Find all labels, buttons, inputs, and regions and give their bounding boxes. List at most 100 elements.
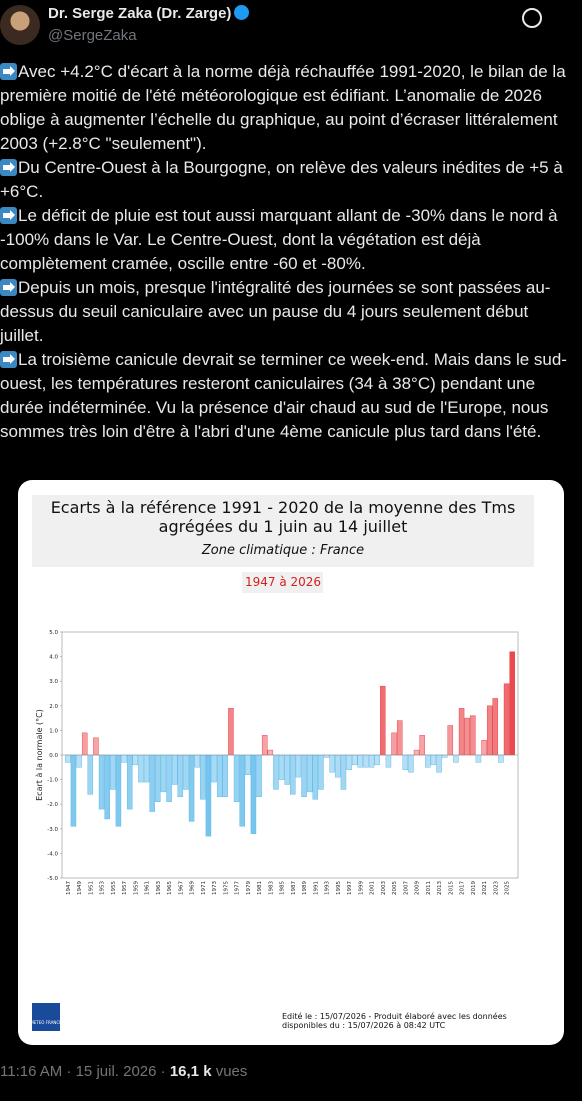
- chart-subtitle: Zone climatique : France: [201, 543, 364, 558]
- x-tick-label: 1997: [347, 881, 353, 895]
- tweet-meta: 11:16 AM · 15 juil. 2026 · 16,1 k vues: [0, 1063, 247, 1080]
- chart-title: agrégées du 1 juin au 14 juillet: [159, 517, 408, 536]
- tweet-text: Avec +4.2°C d'écart à la norme déjà réch…: [0, 60, 572, 444]
- x-tick-label: 2023: [493, 881, 499, 895]
- x-tick-label: 2007: [403, 881, 409, 895]
- bar: [110, 754, 116, 790]
- bar: [425, 754, 431, 768]
- paragraph-text: Depuis un mois, presque l'intégralité de…: [0, 278, 551, 345]
- x-tick-label: 1981: [257, 881, 263, 895]
- title-box: [32, 495, 534, 567]
- x-tick-label: 2003: [381, 881, 387, 895]
- x-tick-label: 1957: [122, 881, 128, 895]
- x-tick-label: 1965: [167, 881, 173, 895]
- chart: Ecarts à la référence 1991 - 2020 de la …: [30, 495, 534, 1031]
- bar: [498, 754, 504, 763]
- author-name-text[interactable]: Dr. Serge Zaka (Dr. Zarge): [48, 5, 232, 22]
- arrow-emoji: [0, 63, 17, 80]
- bar: [261, 735, 268, 756]
- x-tick-label: 1971: [201, 881, 207, 895]
- bar: [318, 754, 324, 790]
- bar: [470, 715, 476, 756]
- bar: [166, 754, 172, 802]
- bar: [509, 651, 515, 756]
- bar: [436, 754, 442, 773]
- logo: [32, 1003, 60, 1031]
- footer-text: Edité le : 15/07/2026 - Produit élaboré …: [282, 1011, 507, 1021]
- bar: [183, 754, 189, 790]
- bar: [458, 708, 465, 756]
- bar: [357, 754, 364, 768]
- tweet-image[interactable]: Ecarts à la référence 1991 - 2020 de la …: [18, 480, 564, 1045]
- bar: [351, 754, 358, 766]
- bar: [138, 754, 144, 783]
- x-tick-label: 2005: [392, 881, 398, 895]
- x-tick-label: 1973: [212, 881, 218, 895]
- bar: [413, 749, 420, 756]
- bar: [126, 754, 133, 810]
- period: 1947 à 2026: [245, 575, 321, 589]
- x-tick-label: 1995: [336, 881, 342, 895]
- paragraph: Le déficit de pluie est tout aussi marqu…: [0, 204, 572, 276]
- timestamp[interactable]: 11:16 AM · 15 juil. 2026 ·: [0, 1063, 166, 1080]
- x-tick-label: 2013: [437, 881, 443, 895]
- author-handle[interactable]: @SergeZaka: [48, 27, 137, 44]
- bar: [70, 754, 77, 827]
- bar: [335, 754, 341, 778]
- bar: [363, 754, 369, 768]
- x-tick-label: 2015: [448, 881, 454, 895]
- bar: [475, 754, 482, 763]
- logo-text: METEO FRANCE: [30, 1020, 62, 1025]
- x-tick-label: 2025: [505, 881, 511, 895]
- bar: [256, 754, 262, 798]
- paragraph-text: Avec +4.2°C d'écart à la norme déjà réch…: [0, 62, 566, 153]
- bar: [155, 754, 161, 802]
- bar: [267, 749, 274, 756]
- paragraph-text: Le déficit de pluie est tout aussi marqu…: [0, 206, 558, 273]
- bar: [200, 754, 206, 800]
- bar: [239, 754, 245, 827]
- bar: [408, 754, 414, 773]
- x-tick-label: 1983: [268, 881, 274, 895]
- bar: [222, 754, 229, 798]
- x-tick-label: 1967: [178, 881, 184, 895]
- bar: [312, 754, 319, 800]
- bar: [233, 754, 240, 802]
- bar: [447, 725, 454, 756]
- x-tick-label: 1969: [190, 881, 196, 895]
- bar: [306, 754, 313, 793]
- bar: [453, 754, 459, 763]
- x-tick-label: 2011: [426, 881, 432, 895]
- y-tick-label: -2.0: [47, 802, 58, 808]
- view-label: vues: [215, 1063, 248, 1080]
- footer-text: disponibles du : 15/07/2026 à 08:42 UTC: [282, 1021, 446, 1030]
- bar: [430, 754, 437, 766]
- grok-button[interactable]: [522, 8, 542, 28]
- y-tick-label: 4.0: [49, 655, 58, 661]
- bar: [441, 754, 448, 758]
- avatar[interactable]: [0, 5, 40, 45]
- bar: [503, 683, 510, 756]
- x-tick-label: 1951: [88, 881, 94, 895]
- bar: [290, 754, 296, 795]
- x-tick-label: 1991: [313, 881, 319, 895]
- bar: [121, 754, 127, 763]
- paragraph-text: Du Centre-Ouest à la Bourgogne, on relèv…: [0, 158, 563, 201]
- y-tick-label: 3.0: [49, 679, 58, 685]
- bar: [368, 754, 375, 768]
- period-box: [242, 572, 323, 593]
- x-tick-label: 1979: [246, 881, 252, 895]
- bar: [301, 754, 307, 798]
- author-name[interactable]: Dr. Serge Zaka (Dr. Zarge): [48, 5, 250, 22]
- arrow-emoji: [0, 207, 17, 224]
- x-tick-label: 1987: [291, 881, 297, 895]
- y-tick-label: -3.0: [47, 827, 58, 833]
- bar: [115, 754, 122, 827]
- bar: [396, 720, 403, 756]
- bar: [76, 754, 82, 768]
- arrow-emoji: [0, 159, 17, 176]
- bar: [143, 754, 150, 783]
- x-tick-label: 1959: [133, 881, 139, 895]
- view-count: 16,1 k: [169, 1063, 212, 1080]
